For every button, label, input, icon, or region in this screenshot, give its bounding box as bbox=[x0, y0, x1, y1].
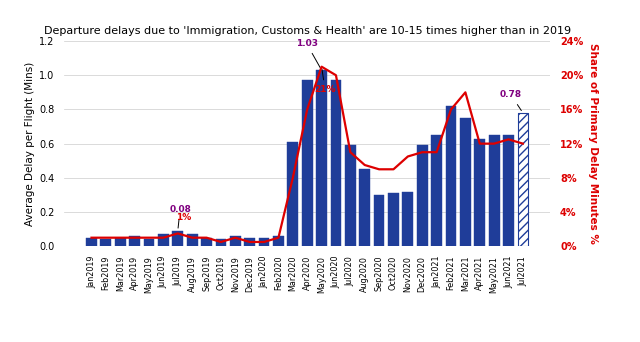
Bar bbox=[143, 239, 154, 246]
Bar bbox=[331, 80, 341, 246]
Bar bbox=[403, 192, 413, 246]
Bar bbox=[474, 139, 485, 246]
Bar bbox=[374, 195, 385, 246]
Title: Departure delays due to 'Immigration, Customs & Health' are 10-15 times higher t: Departure delays due to 'Immigration, Cu… bbox=[44, 26, 571, 36]
Bar bbox=[503, 135, 514, 246]
Text: 1%: 1% bbox=[177, 213, 191, 222]
Bar bbox=[129, 236, 140, 246]
Bar bbox=[445, 106, 456, 246]
Bar bbox=[158, 234, 169, 246]
Text: 0.78: 0.78 bbox=[500, 91, 522, 110]
Bar bbox=[115, 238, 125, 246]
Bar bbox=[489, 135, 500, 246]
Bar bbox=[316, 70, 327, 246]
Bar bbox=[417, 145, 428, 246]
Bar bbox=[172, 231, 183, 246]
Bar bbox=[273, 236, 284, 246]
Bar bbox=[388, 193, 399, 246]
Bar bbox=[345, 145, 356, 246]
Bar bbox=[244, 238, 255, 246]
Bar bbox=[302, 80, 312, 246]
Bar bbox=[460, 118, 471, 246]
Text: 21%: 21% bbox=[314, 69, 336, 94]
Bar bbox=[216, 239, 227, 246]
Bar bbox=[431, 135, 442, 246]
Text: 1.03: 1.03 bbox=[296, 39, 320, 68]
Bar bbox=[518, 113, 528, 246]
Text: 0.08: 0.08 bbox=[169, 205, 191, 228]
Bar bbox=[86, 238, 97, 246]
Bar bbox=[259, 238, 269, 246]
Bar bbox=[187, 234, 198, 246]
Bar bbox=[201, 238, 212, 246]
Bar bbox=[230, 236, 241, 246]
Bar bbox=[359, 169, 370, 246]
Y-axis label: Average Delay per Flight (Mins): Average Delay per Flight (Mins) bbox=[25, 62, 35, 226]
Bar bbox=[287, 142, 298, 246]
Y-axis label: Share of Primary Delay Minutes %: Share of Primary Delay Minutes % bbox=[588, 43, 598, 244]
Bar bbox=[518, 113, 528, 246]
Bar bbox=[100, 239, 111, 246]
